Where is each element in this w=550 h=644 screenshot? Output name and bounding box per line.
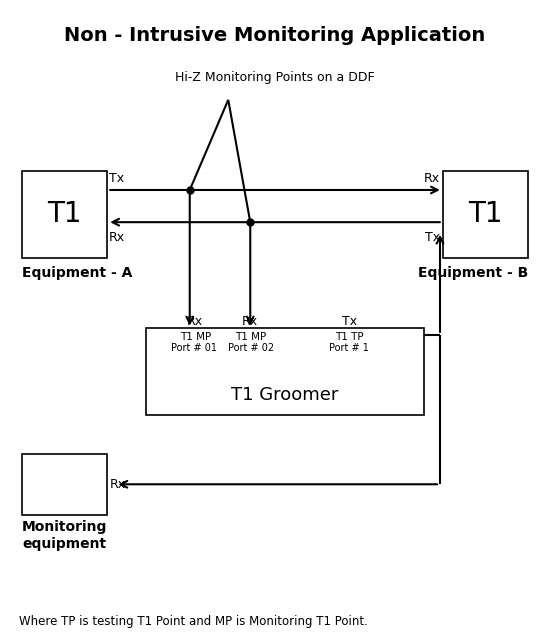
Text: Equipment - B: Equipment - B <box>418 266 528 280</box>
Text: Rx: Rx <box>109 231 125 243</box>
Bar <box>22 454 107 515</box>
Text: T1 MP: T1 MP <box>235 332 266 342</box>
Text: T1 MP: T1 MP <box>180 332 211 342</box>
Text: Non - Intrusive Monitoring Application: Non - Intrusive Monitoring Application <box>64 26 486 45</box>
Text: Tx: Tx <box>342 316 357 328</box>
Text: Port # 02: Port # 02 <box>228 343 274 353</box>
Text: Tx: Tx <box>425 231 440 243</box>
Text: T1 Groomer: T1 Groomer <box>231 386 338 404</box>
Text: Port # 01: Port # 01 <box>171 343 217 353</box>
Text: Rx: Rx <box>424 173 440 185</box>
Text: Rx: Rx <box>110 478 126 491</box>
Text: T1: T1 <box>468 200 503 228</box>
Text: Tx: Tx <box>109 173 124 185</box>
Bar <box>146 328 424 415</box>
Text: Rx: Rx <box>242 316 258 328</box>
Text: T1: T1 <box>47 200 82 228</box>
Text: Rx: Rx <box>187 316 204 328</box>
Text: T1 TP: T1 TP <box>335 332 364 342</box>
Text: Where TP is testing T1 Point and MP is Monitoring T1 Point.: Where TP is testing T1 Point and MP is M… <box>19 615 368 628</box>
Text: Hi-Z Monitoring Points on a DDF: Hi-Z Monitoring Points on a DDF <box>175 71 375 84</box>
Bar <box>22 171 107 258</box>
Bar <box>443 171 528 258</box>
Text: Port # 1: Port # 1 <box>329 343 369 353</box>
Text: Monitoring
equipment: Monitoring equipment <box>22 520 107 551</box>
Text: Equipment - A: Equipment - A <box>22 266 133 280</box>
